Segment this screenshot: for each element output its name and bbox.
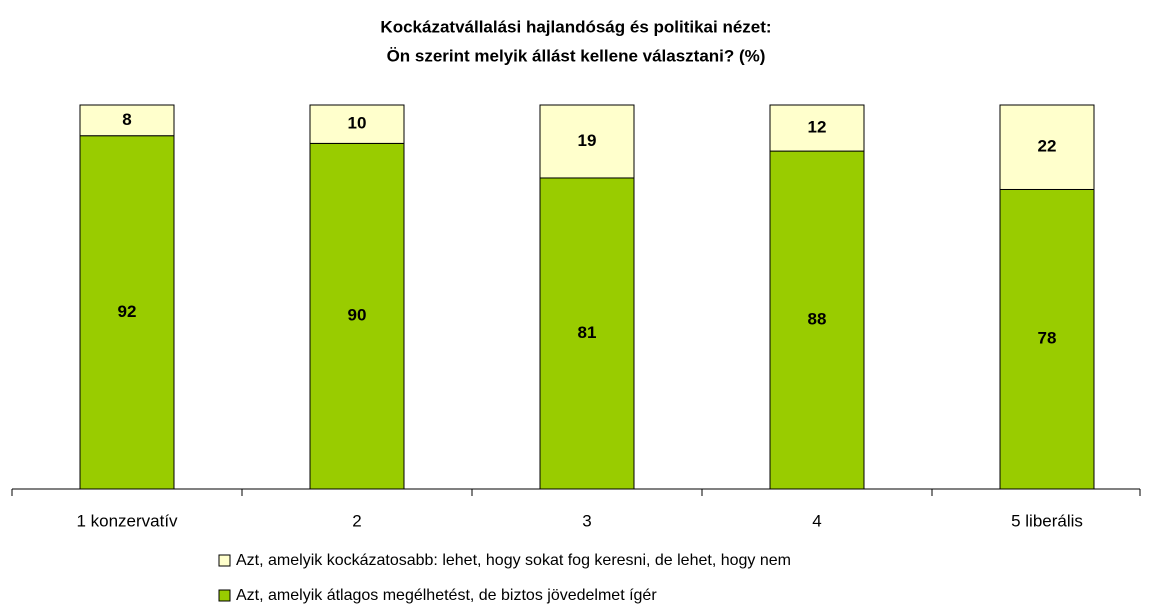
bar-segment — [79, 135, 175, 490]
value-label: 12 — [808, 118, 827, 137]
value-label: 88 — [808, 310, 827, 329]
value-label: 92 — [118, 302, 137, 321]
legend-swatch — [218, 554, 231, 567]
chart-title: Kockázatvállalási hajlandóság és politik… — [380, 17, 771, 36]
bar-segment — [769, 104, 865, 152]
value-label: 22 — [1038, 137, 1057, 156]
value-label: 8 — [122, 110, 131, 129]
value-label: 19 — [578, 131, 597, 150]
x-tick-label: 1 konzervatív — [76, 511, 178, 530]
bar-segment — [769, 150, 865, 490]
x-tick-label: 5 liberális — [1011, 511, 1083, 530]
bar-segment — [79, 104, 175, 137]
bar-segment — [539, 177, 635, 490]
x-tick-label: 4 — [812, 511, 821, 530]
legend-swatch — [218, 589, 231, 602]
value-label: 81 — [578, 323, 597, 342]
value-label: 90 — [348, 306, 367, 325]
bar-segment — [539, 104, 635, 179]
legend-label: Azt, amelyik kockázatosabb: lehet, hogy … — [236, 552, 791, 569]
bar-segment — [309, 104, 405, 144]
legend-label: Azt, amelyik átlagos megélhetést, de biz… — [236, 587, 657, 604]
value-label: 10 — [348, 114, 367, 133]
chart-subtitle: Ön szerint melyik állást kellene választ… — [387, 46, 766, 65]
x-tick-label: 2 — [352, 511, 361, 530]
bar-segment — [999, 104, 1095, 190]
value-label: 78 — [1038, 329, 1057, 348]
x-tick-label: 3 — [582, 511, 591, 530]
